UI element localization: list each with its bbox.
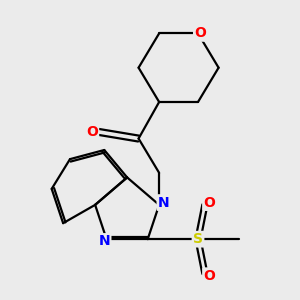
Text: O: O — [203, 196, 215, 210]
Text: O: O — [194, 26, 206, 40]
Text: N: N — [98, 235, 110, 248]
Text: S: S — [193, 232, 203, 246]
Text: O: O — [203, 269, 215, 283]
Text: N: N — [158, 196, 170, 210]
Text: O: O — [86, 125, 98, 139]
